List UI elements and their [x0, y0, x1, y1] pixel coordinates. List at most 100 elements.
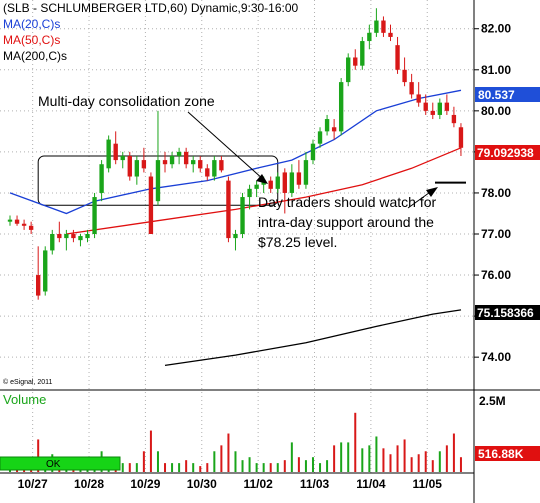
y-tick-label: 76.00: [481, 268, 511, 282]
candle-body: [176, 151, 182, 156]
volume-bar: [368, 445, 371, 472]
volume-bar: [199, 466, 202, 472]
candles: [7, 8, 464, 300]
consolidation-arrow-line: [187, 111, 265, 181]
candle-body: [240, 197, 245, 234]
candle-body: [226, 180, 231, 239]
ma20-label: MA(20,C)s: [3, 17, 60, 31]
volume-bar: [269, 463, 272, 472]
volume-bar: [227, 433, 230, 472]
candle-body: [247, 188, 252, 198]
consolidation-annotation: Multi-day consolidation zone: [38, 93, 215, 109]
candle-body: [423, 102, 428, 111]
ok-button-label: OK: [46, 459, 61, 470]
x-tick-label: 11/04: [356, 477, 386, 491]
x-tick-label: 11/05: [413, 477, 443, 491]
volume-bar: [192, 463, 195, 472]
candle-body: [275, 176, 280, 189]
volume-bar: [438, 451, 441, 472]
volume-bar: [417, 454, 420, 472]
volume-bar: [164, 463, 167, 472]
candle-body: [416, 94, 421, 103]
last-price-badge-text: 79.092938: [477, 146, 534, 160]
volume-bar: [340, 442, 343, 472]
volume-bar: [121, 463, 124, 472]
x-tick-label: 10/27: [18, 477, 48, 491]
volume-title: Volume: [3, 392, 46, 407]
candle-body: [162, 160, 168, 165]
volume-bar: [389, 454, 392, 472]
candle-body: [353, 57, 358, 66]
volume-bar: [382, 448, 385, 472]
volume-bar: [262, 463, 265, 472]
candle-body: [367, 32, 372, 42]
ma200-price-badge-text: 75.158366: [477, 306, 534, 320]
volume-bar: [248, 457, 251, 472]
candle-body: [113, 143, 118, 161]
chart-title: (SLB - SCHLUMBERGER LTD,60) Dynamic,9:30…: [3, 1, 299, 15]
candle-body: [268, 180, 273, 189]
candle-body: [324, 119, 330, 132]
ma20-line: [9, 89, 462, 215]
volume-bar: [178, 463, 181, 472]
candle-body: [317, 131, 323, 144]
copyright: © eSignal, 2011: [3, 378, 53, 386]
candle-body: [50, 234, 55, 251]
consolidation-arrow-head: [256, 174, 268, 184]
volume-bar: [319, 463, 322, 472]
volume-bar: [396, 445, 399, 472]
ma20-price-badge-text: 80.537: [478, 88, 515, 102]
volume-bar: [452, 433, 455, 472]
volume-bar: [424, 451, 427, 472]
candle-body: [205, 168, 210, 177]
volume-bar: [156, 451, 159, 472]
candle-body: [219, 160, 224, 171]
y-tick-label: 77.00: [481, 227, 511, 241]
candle-body: [346, 57, 351, 83]
candle-body: [71, 234, 76, 239]
candle-body: [310, 143, 316, 161]
volume-bar: [304, 460, 307, 472]
volume-bar: [149, 430, 152, 472]
volume-last-badge: [475, 446, 540, 461]
volume-bar: [206, 463, 209, 472]
candle-body: [155, 160, 161, 202]
volume-bar: [290, 442, 293, 472]
x-tick-label: 10/29: [130, 477, 160, 491]
volume-bar: [311, 457, 314, 472]
volume-bar: [431, 460, 434, 472]
candle-body: [64, 234, 69, 239]
volume-bar: [135, 463, 138, 472]
candle-body: [169, 156, 175, 165]
candle-body: [127, 156, 132, 177]
candle-body: [430, 110, 435, 115]
candle-body: [395, 45, 400, 70]
candle-body: [381, 20, 386, 33]
support-annotation-line2: intra-day support around the: [258, 214, 434, 230]
ma200-label: MA(200,C)s: [3, 49, 67, 63]
volume-bar: [234, 451, 237, 472]
x-tick-label: 10/28: [74, 477, 104, 491]
candle-body: [36, 275, 41, 296]
candle-body: [141, 160, 147, 169]
candle-body: [451, 114, 457, 124]
volume-bar: [403, 439, 406, 472]
candle-body: [92, 197, 97, 234]
ok-button[interactable]: [0, 456, 121, 471]
y-tick-label: 82.00: [481, 22, 511, 36]
candle-body: [198, 160, 203, 169]
volume-bar: [459, 457, 462, 472]
volume-bar: [361, 448, 364, 472]
candle-body: [191, 160, 196, 165]
candle-body: [14, 219, 20, 224]
volume-bar: [276, 463, 279, 472]
candle-body: [303, 160, 309, 185]
y-tick-label: 81.00: [481, 63, 511, 77]
candle-body: [120, 156, 125, 161]
candle-body: [43, 250, 48, 292]
volume-bar: [220, 445, 223, 472]
candle-body: [99, 164, 104, 193]
support-arrow-head: [426, 187, 438, 197]
candle-body: [360, 41, 365, 66]
